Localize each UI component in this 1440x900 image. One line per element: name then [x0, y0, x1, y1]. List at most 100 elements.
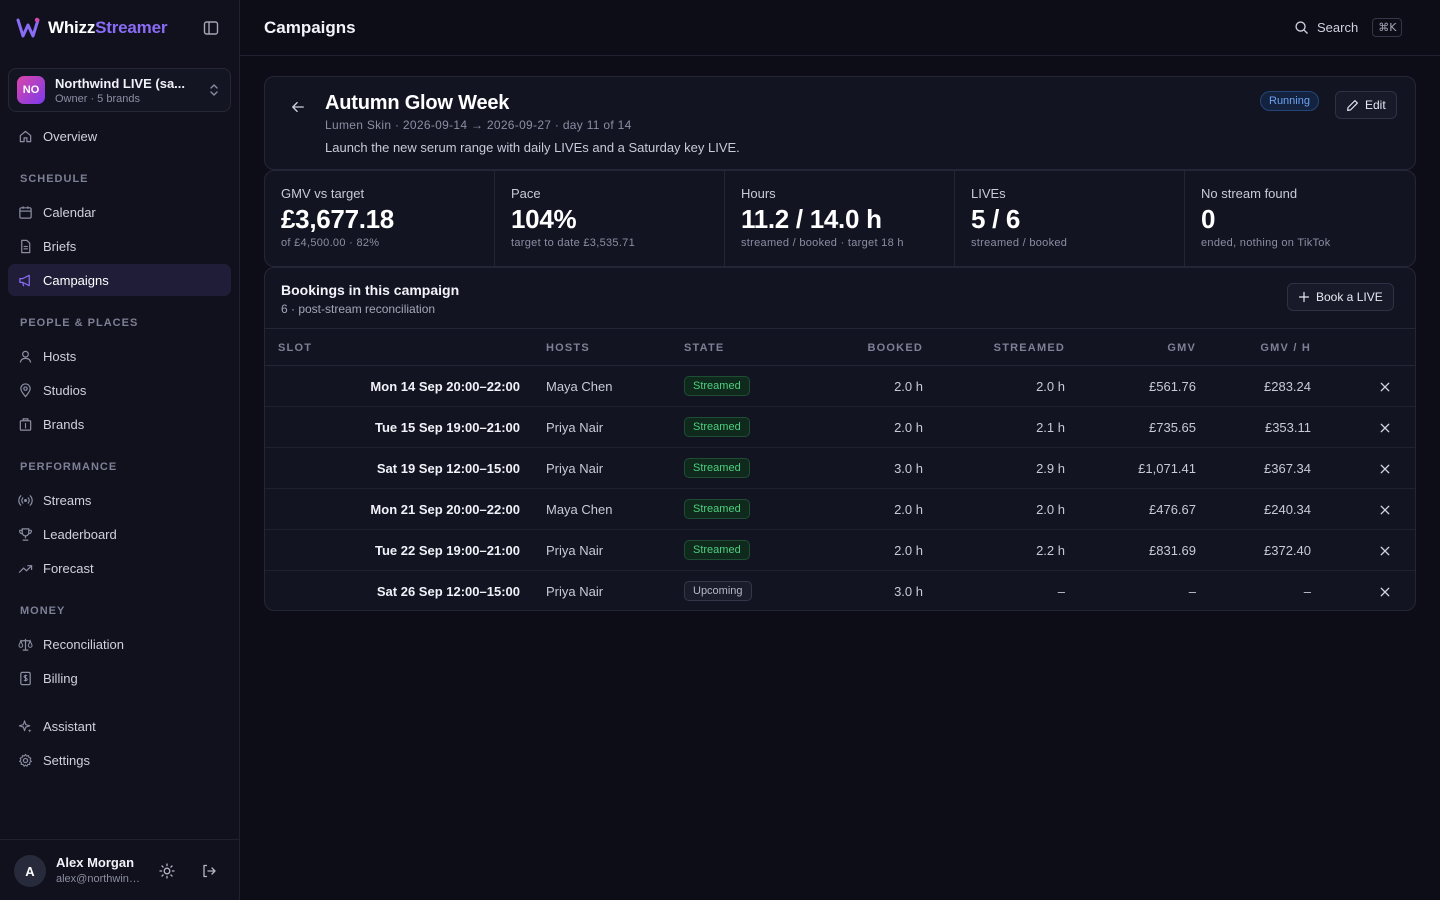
map-pin-icon	[18, 382, 33, 398]
cell-streamed: 2.1 h	[1036, 420, 1065, 435]
nav-item-settings[interactable]: Settings	[8, 744, 231, 776]
cell-host: Priya Nair	[546, 543, 604, 558]
calendar-icon	[18, 205, 33, 220]
table-row[interactable]: Mon 14 Sep 20:00–22:00 Maya Chen Streame…	[265, 366, 1415, 407]
sparkles-icon	[18, 719, 33, 734]
column-header-gmv-per-hour[interactable]: GMV / H	[1260, 342, 1311, 354]
stat-no-stream-found: No stream found 0 ended, nothing on TikT…	[1185, 171, 1415, 266]
stat-subtext: target to date £3,535.71	[511, 237, 636, 249]
column-header-slot[interactable]: SLOT	[278, 342, 313, 354]
close-icon[interactable]	[1375, 541, 1395, 561]
cell-booked: 2.0 h	[894, 379, 923, 394]
avatar[interactable]: A	[14, 855, 46, 887]
cell-streamed: 2.0 h	[1036, 379, 1065, 394]
nav-section-people-places: PEOPLE & PLACES	[20, 317, 139, 329]
stat-label: No stream found	[1201, 186, 1298, 201]
sidebar: WhizzStreamer NO Northwind LIVE (sa... O…	[0, 0, 240, 900]
stat-value: 104%	[511, 204, 577, 234]
cell-streamed: 2.2 h	[1036, 543, 1065, 558]
nav-item-streams[interactable]: Streams	[8, 484, 231, 516]
logout-icon[interactable]	[197, 859, 221, 883]
table-row[interactable]: Tue 22 Sep 19:00–21:00 Priya Nair Stream…	[265, 530, 1415, 571]
workspace-name: Northwind LIVE (sa...	[55, 75, 186, 91]
book-live-button[interactable]: Book a LIVE	[1287, 283, 1394, 311]
nav-label: Studios	[43, 382, 87, 398]
scale-icon	[18, 637, 33, 652]
cell-host: Priya Nair	[546, 584, 604, 599]
nav-item-brands[interactable]: Brands	[8, 408, 231, 440]
workspace-switcher[interactable]: NO Northwind LIVE (sa... Owner · 5 brand…	[8, 68, 231, 112]
search-button[interactable]: Search ⌘K	[1294, 18, 1403, 37]
broadcast-icon	[18, 493, 33, 508]
table-row[interactable]: Mon 21 Sep 20:00–22:00 Maya Chen Streame…	[265, 489, 1415, 530]
cell-streamed: 2.9 h	[1036, 461, 1065, 476]
edit-label: Edit	[1365, 98, 1386, 112]
cell-streamed: –	[1057, 584, 1065, 599]
receipt-icon	[18, 671, 33, 686]
table-header: SLOT HOSTS STATE BOOKED STREAMED GMV GMV…	[265, 328, 1415, 366]
cell-slot: Sat 19 Sep 12:00–15:00	[376, 461, 520, 476]
nav-section-schedule: SCHEDULE	[20, 173, 89, 185]
nav-label: Streams	[43, 492, 92, 508]
column-header-hosts[interactable]: HOSTS	[546, 342, 590, 354]
table-row[interactable]: Tue 15 Sep 19:00–21:00 Priya Nair Stream…	[265, 407, 1415, 448]
nav-item-briefs[interactable]: Briefs	[8, 230, 231, 262]
section-title: Bookings in this campaign	[281, 282, 460, 298]
nav-item-assistant[interactable]: Assistant	[8, 710, 231, 742]
cell-booked: 2.0 h	[894, 420, 923, 435]
search-label: Search	[1317, 20, 1359, 35]
close-icon[interactable]	[1375, 459, 1395, 479]
status-badge: Running	[1260, 91, 1319, 111]
column-header-gmv[interactable]: GMV	[1167, 342, 1196, 354]
close-icon[interactable]	[1375, 418, 1395, 438]
stat-label: LIVEs	[971, 186, 1006, 201]
state-badge: Streamed	[684, 376, 750, 396]
cell-booked: 2.0 h	[894, 543, 923, 558]
nav-item-reconciliation[interactable]: Reconciliation	[8, 628, 231, 660]
nav-item-forecast[interactable]: Forecast	[8, 552, 231, 584]
stat-value: 0	[1201, 204, 1216, 234]
nav-item-hosts[interactable]: Hosts	[8, 340, 231, 372]
nav-section-performance: PERFORMANCE	[20, 461, 118, 473]
close-icon[interactable]	[1375, 500, 1395, 520]
nav-item-studios[interactable]: Studios	[8, 374, 231, 406]
cell-slot: Mon 14 Sep 20:00–22:00	[370, 379, 520, 394]
stat-gmv-vs-target: GMV vs target £3,677.18 of £4,500.00 · 8…	[265, 171, 495, 266]
app-logo[interactable]: WhizzStreamer	[16, 14, 167, 42]
nav-label: Brands	[43, 416, 85, 432]
table-row[interactable]: Sat 26 Sep 12:00–15:00 Priya Nair Upcomi…	[265, 571, 1415, 610]
nav-item-billing[interactable]: Billing	[8, 662, 231, 694]
cell-host: Priya Nair	[546, 420, 604, 435]
chevron-up-down-icon	[208, 83, 220, 97]
campaign-header: Autumn Glow Week Lumen Skin · 2026-09-14…	[264, 76, 1416, 170]
column-header-state[interactable]: STATE	[684, 342, 725, 354]
cell-booked: 2.0 h	[894, 502, 923, 517]
cell-gmv-per-hour: £240.34	[1264, 502, 1311, 517]
nav-item-overview[interactable]: Overview	[8, 120, 231, 152]
theme-toggle-sun-icon[interactable]	[155, 859, 179, 883]
back-arrow-icon[interactable]	[287, 96, 309, 118]
close-icon[interactable]	[1375, 582, 1395, 602]
plus-icon	[1298, 291, 1310, 303]
trending-up-icon	[18, 561, 33, 576]
campaign-description: Launch the new serum range with daily LI…	[325, 140, 740, 155]
nav-label: Leaderboard	[43, 526, 117, 542]
sidebar-toggle-icon[interactable]	[200, 17, 222, 39]
cell-slot: Tue 15 Sep 19:00–21:00	[374, 420, 520, 435]
column-header-booked[interactable]: BOOKED	[867, 342, 923, 354]
column-header-streamed[interactable]: STREAMED	[993, 342, 1065, 354]
cell-host: Maya Chen	[546, 379, 613, 394]
nav-label: Hosts	[43, 348, 77, 364]
cell-gmv-per-hour: £283.24	[1264, 379, 1311, 394]
table-row[interactable]: Sat 19 Sep 12:00–15:00 Priya Nair Stream…	[265, 448, 1415, 489]
stat-value: £3,677.18	[281, 204, 394, 234]
nav-item-campaigns[interactable]: Campaigns	[8, 264, 231, 296]
nav-item-calendar[interactable]: Calendar	[8, 196, 231, 228]
cell-slot: Mon 21 Sep 20:00–22:00	[370, 502, 520, 517]
brand-name: WhizzStreamer	[48, 18, 168, 37]
close-icon[interactable]	[1375, 377, 1395, 397]
cell-gmv: £476.67	[1149, 502, 1196, 517]
document-icon	[18, 239, 33, 254]
edit-button[interactable]: Edit	[1335, 91, 1397, 119]
nav-item-leaderboard[interactable]: Leaderboard	[8, 518, 231, 550]
